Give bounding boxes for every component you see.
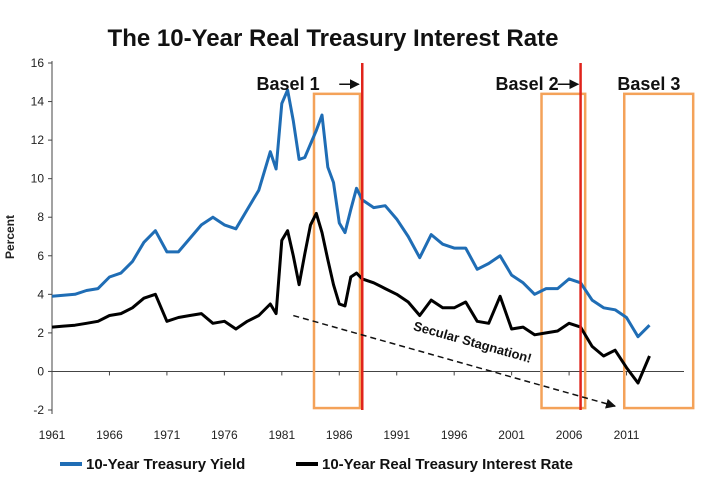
x-tick-label: 1971 (154, 428, 181, 442)
secular-stagnation-label: Secular Stagnation! (412, 318, 534, 365)
regulation-period-box (312, 92, 362, 410)
y-tick-label: 6 (37, 249, 44, 263)
legend: 10-Year Treasury Yield 10-Year Real Treas… (60, 456, 573, 473)
y-axis-label: Percent (3, 215, 17, 259)
x-tick-label: 1981 (268, 428, 295, 442)
y-tick-label: 0 (37, 364, 44, 378)
secular-stagnation-arrow (293, 314, 617, 409)
y-tick-label: -2 (33, 403, 44, 417)
axes: 16 14 12 10 8 6 4 2 0 -2 1961 1966 1971 1976 1981 1986 1… (31, 56, 684, 442)
y-tick-label: 16 (31, 56, 45, 70)
series-line-real-rate (51, 211, 651, 385)
x-tick-label: 2006 (556, 428, 583, 442)
legend-label: 10-Year Real Treasury Interest Rate (322, 456, 573, 473)
x-tick-label: 2001 (498, 428, 525, 442)
series-line-treasury-yield (51, 88, 651, 339)
x-tick-label: 1976 (211, 428, 238, 442)
y-tick-label: 14 (31, 95, 45, 109)
chart-title: The 10-Year Real Treasury Interest Rate (108, 25, 559, 52)
y-tick-label: 4 (37, 287, 44, 301)
x-tick-label: 2011 (614, 428, 640, 442)
x-tick-label: 1991 (383, 428, 410, 442)
basel-label: Basel 3 (617, 74, 680, 94)
y-tick-label: 2 (37, 326, 44, 340)
x-tick-label: 1996 (441, 428, 468, 442)
series-lines (51, 88, 651, 385)
y-tick-label: 8 (37, 210, 44, 224)
basel-label: Basel 1 (257, 74, 320, 94)
annotation: Secular Stagnation! (293, 314, 617, 409)
regulation-period-box (540, 92, 587, 410)
x-tick-label: 1986 (326, 428, 353, 442)
x-tick-label: 1966 (96, 428, 123, 442)
legend-label: 10-Year Treasury Yield (86, 456, 245, 473)
regulation-markers: Basel 1 Basel 2 Basel 3 (257, 63, 680, 410)
x-tick-label: 1961 (39, 428, 66, 442)
regulation-boxes (312, 92, 695, 410)
y-tick-label: 10 (31, 172, 45, 186)
regulation-period-box (622, 92, 695, 410)
y-tick-label: 12 (31, 133, 45, 147)
basel-label: Basel 2 (496, 74, 559, 94)
